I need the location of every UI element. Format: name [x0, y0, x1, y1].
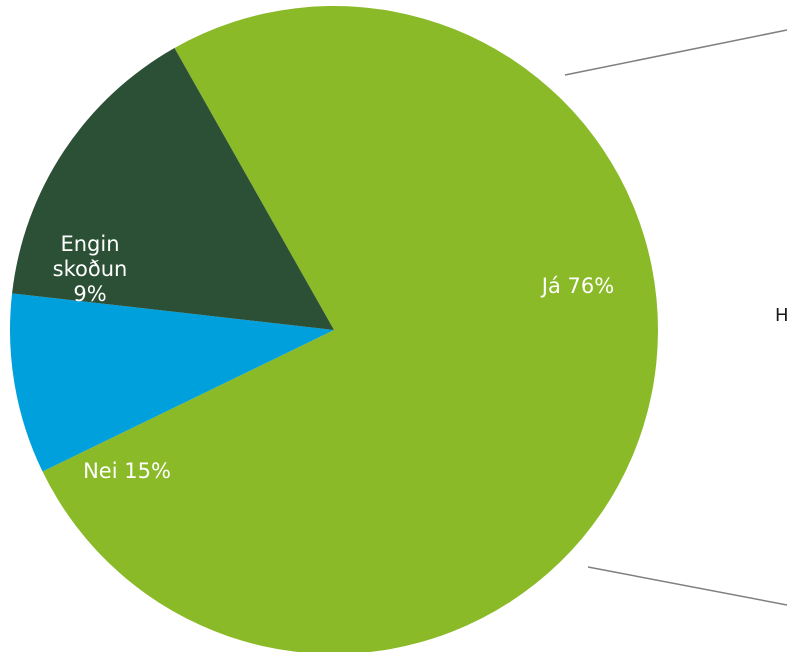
- slice-label: Nei 15%: [83, 459, 171, 483]
- slice-label: Engin skoðun 9%: [53, 232, 128, 306]
- connector-lines: [564, 29, 787, 606]
- slice-labels: Já 76% Engin skoðun 9% Nei 15%: [53, 232, 615, 483]
- slice-label-line: Já 76%: [540, 274, 614, 298]
- connector-line: [564, 29, 787, 76]
- pie-slices: [9, 6, 658, 652]
- connector-line: [587, 566, 787, 606]
- pie-slice: [12, 48, 335, 330]
- slice-label-line: Nei 15%: [83, 459, 171, 483]
- slice-label-line: skoðun: [53, 257, 128, 281]
- slice-label: Já 76%: [540, 274, 614, 298]
- pie-slice: [9, 293, 334, 472]
- slice-label-line: 9%: [73, 282, 106, 306]
- side-text: H: [775, 305, 787, 326]
- pie-slice: [42, 6, 658, 652]
- slice-label-line: Engin: [60, 232, 119, 256]
